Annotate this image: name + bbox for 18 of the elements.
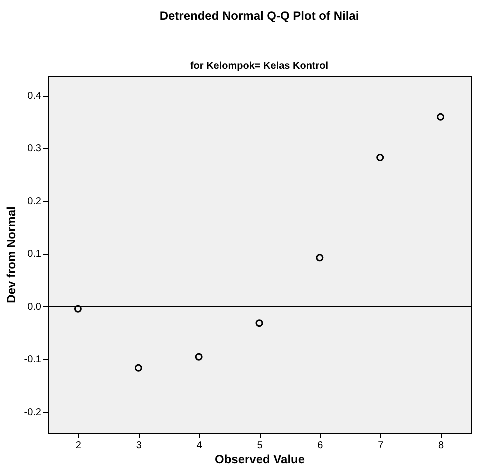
y-tick-label: -0.2 [24, 407, 42, 418]
x-tick-label: 4 [196, 440, 203, 452]
x-tick-label: 8 [438, 440, 445, 452]
x-tick-label: 3 [136, 440, 142, 452]
x-tick-label: 6 [318, 440, 324, 452]
y-tick-label: 0.4 [28, 91, 42, 102]
y-tick-label: 0.1 [28, 249, 42, 260]
chart-title: Detrended Normal Q-Q Plot of Nilai [160, 9, 360, 23]
y-tick-label: -0.1 [24, 354, 42, 366]
y-tick-label: 0.3 [28, 144, 42, 155]
y-tick-label: 0.2 [28, 196, 42, 208]
x-tick-label: 2 [76, 440, 82, 452]
x-axis-title: Observed Value [214, 452, 306, 466]
x-tick-label: 7 [378, 440, 384, 452]
y-tick-label: 0.0 [28, 302, 42, 313]
chart-subtitle: for Kelompok= Kelas Kontrol [190, 61, 329, 72]
y-axis-title: Dev from Normal [4, 206, 18, 304]
x-tick-label: 5 [257, 440, 264, 452]
